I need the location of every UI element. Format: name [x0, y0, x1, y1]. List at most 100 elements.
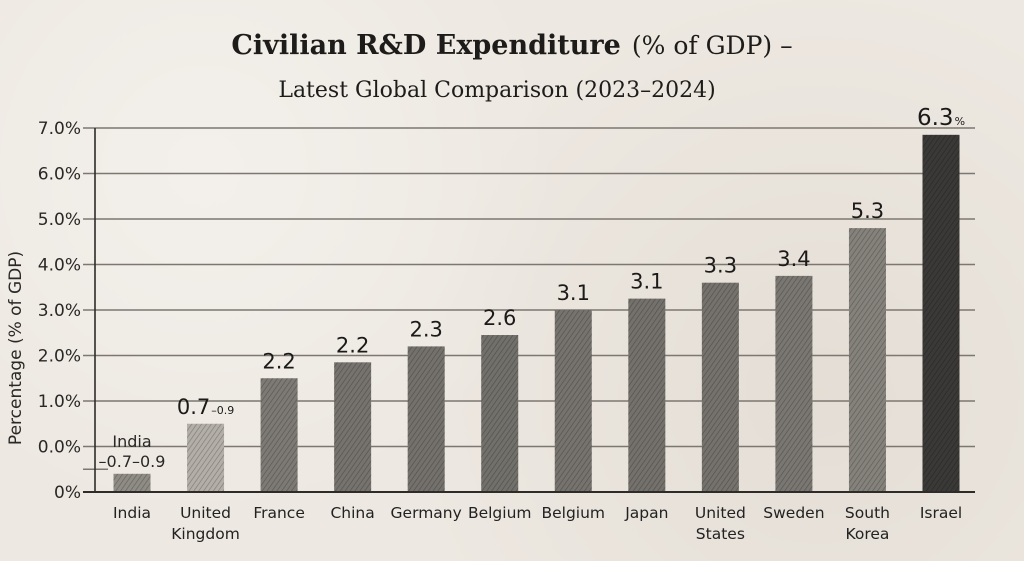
x-tick-label: Sweden — [763, 504, 824, 522]
chart-subtitle: Latest Global Comparison (2023–2024) — [278, 78, 715, 103]
y-tick-label: 0.0% — [38, 438, 81, 458]
bar — [113, 473, 151, 492]
x-tick-label: Israel — [920, 504, 962, 522]
data-label: 2.2 — [262, 349, 295, 373]
x-tick-label: Germany — [391, 504, 462, 522]
x-tick-label-line: Japan — [624, 504, 668, 522]
bar-hatch — [628, 298, 666, 492]
data-label: 5.3 — [851, 199, 884, 223]
y-axis-label: Percentage (% of GDP) — [6, 251, 26, 445]
x-tick-label-line: Korea — [845, 525, 889, 543]
bar-hatch — [260, 378, 298, 492]
x-tick-label-line: Israel — [920, 504, 962, 522]
data-label-value: 2.3 — [409, 317, 442, 341]
bar — [260, 378, 298, 492]
data-label: 3.1 — [557, 281, 590, 305]
x-tick-label: United Kingdom — [171, 504, 240, 543]
bar — [628, 298, 666, 492]
y-tick-label: 5.0% — [38, 210, 81, 230]
data-label-value: 3.4 — [777, 247, 810, 271]
data-label-value: 5.3 — [851, 199, 884, 223]
data-label: 3.1 — [630, 270, 663, 294]
bar-hatch — [554, 310, 592, 492]
bar-hatch — [407, 346, 445, 492]
x-tick-label-line: Sweden — [763, 504, 824, 522]
y-tick-label: 6.0% — [38, 165, 81, 185]
x-tick-label: India — [113, 504, 151, 522]
x-tick-label: Japan — [624, 504, 668, 522]
x-tick-label-line: United — [180, 504, 231, 522]
x-tick-label-line: Belgium — [541, 504, 605, 522]
bar — [848, 228, 886, 492]
bar-hatch — [775, 275, 813, 492]
chart-title: Civilian R&D Expenditure (% of GDP) – — [231, 30, 792, 61]
chart-title-main: Civilian R&D Expenditure — [231, 30, 620, 61]
y-tick-label: 2.0% — [38, 347, 81, 367]
bar-hatch — [848, 228, 886, 492]
x-tick-label: Belgium — [468, 504, 532, 522]
annotation: India –0.7–0.9 — [99, 432, 166, 471]
bar — [334, 362, 372, 492]
chart-title-suffix: (% of GDP) – — [632, 31, 793, 60]
data-label: 0.7–0.9 — [177, 395, 234, 419]
x-tick-label-line: South — [845, 504, 890, 522]
x-axis-ticks: India United Kingdom France China Germany Belg… — [113, 504, 962, 543]
data-label-value: 3.1 — [557, 281, 590, 305]
data-label: 2.2 — [336, 333, 369, 357]
x-tick-label-line: China — [330, 504, 374, 522]
x-tick-label: China — [330, 504, 374, 522]
x-tick-label-line: India — [113, 504, 151, 522]
bar-hatch — [334, 362, 372, 492]
bar — [481, 335, 519, 492]
bar — [407, 346, 445, 492]
annotation-line: –0.7–0.9 — [99, 452, 166, 471]
x-tick-label-line: Kingdom — [171, 525, 240, 543]
data-labels: 0.7–0.9 2.2 2.2 2.3 2.6 3.1 3.1 3.3 3.4 5.3 6.3% — [177, 105, 965, 419]
x-tick-label: United States — [695, 504, 746, 543]
bar-hatch — [701, 282, 739, 492]
x-tick-label-line: Germany — [391, 504, 462, 522]
bar — [922, 134, 960, 492]
y-tick-label: 3.0% — [38, 301, 81, 321]
x-tick-label-line: States — [696, 525, 745, 543]
annotation-line: India — [112, 432, 151, 451]
bars — [113, 134, 960, 492]
y-tick-label: 7.0% — [38, 119, 81, 139]
bar — [775, 275, 813, 492]
annotations: India –0.7–0.9 — [99, 432, 166, 471]
x-tick-label: France — [253, 504, 305, 522]
y-tick-label: 4.0% — [38, 256, 81, 276]
bar-hatch — [481, 335, 519, 492]
data-label: 3.3 — [704, 254, 737, 278]
x-tick-label: South Korea — [845, 504, 890, 543]
data-label-value: 2.2 — [262, 349, 295, 373]
chart-title-group: Civilian R&D Expenditure (% of GDP) – La… — [231, 30, 792, 103]
bar-hatch — [113, 473, 151, 492]
x-tick-label-line: United — [695, 504, 746, 522]
bar — [187, 423, 225, 492]
data-label: 3.4 — [777, 247, 810, 271]
bar-hatch — [922, 134, 960, 492]
bar — [554, 310, 592, 492]
data-label-value: 3.1 — [630, 270, 663, 294]
data-label-suffix: % — [955, 115, 965, 128]
bar — [701, 282, 739, 492]
data-label-value: 2.6 — [483, 306, 516, 330]
gridlines — [83, 127, 975, 471]
x-tick-label: Belgium — [541, 504, 605, 522]
x-tick-label-line: Belgium — [468, 504, 532, 522]
data-label: 6.3% — [917, 105, 965, 131]
data-label-suffix: –0.9 — [211, 404, 234, 417]
y-tick-label: 1.0% — [38, 392, 81, 412]
data-label-value: 3.3 — [704, 254, 737, 278]
data-label: 2.3 — [409, 317, 442, 341]
bar-hatch — [187, 423, 225, 492]
data-label-value: 0.7 — [177, 395, 210, 419]
y-axis-ticks: 7.0% 6.0% 5.0% 4.0% 3.0% 2.0% 1.0% 0.0% 0% — [38, 119, 81, 503]
data-label-value: 2.2 — [336, 333, 369, 357]
data-label-value: 6.3 — [917, 105, 954, 131]
x-tick-label-line: France — [253, 504, 305, 522]
data-label: 2.6 — [483, 306, 516, 330]
y-tick-label: 0% — [54, 483, 81, 503]
